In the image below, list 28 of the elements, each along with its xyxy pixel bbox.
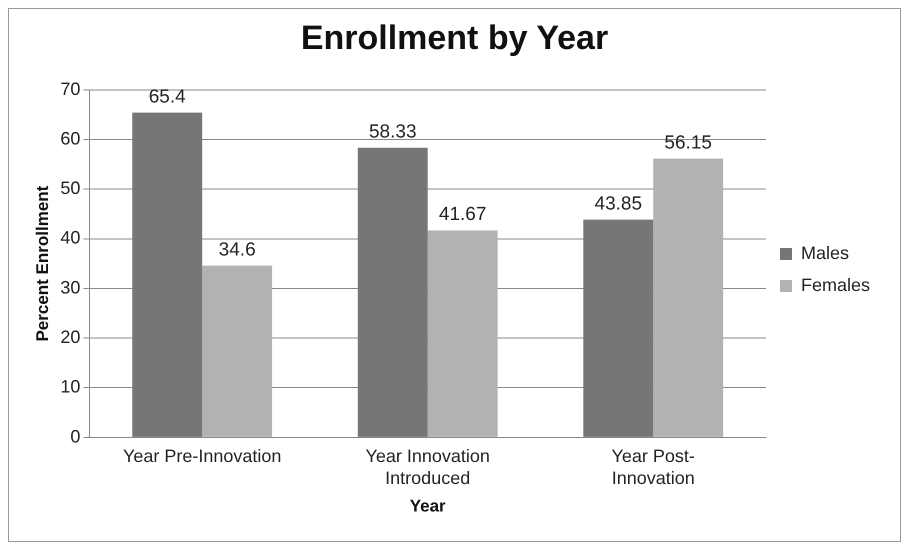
y-tick-label: 30 [60, 277, 80, 298]
x-tick-label: Year Pre-Innovation [122, 446, 282, 466]
y-tick-label: 40 [60, 228, 80, 248]
data-label: 56.15 [664, 132, 712, 154]
legend-label: Males [800, 242, 849, 263]
data-label: 41.67 [438, 204, 486, 226]
y-tick-label: 0 [70, 426, 80, 446]
data-label: 34.6 [218, 239, 256, 260]
bar [428, 230, 498, 437]
x-tick-label: Year Post- Innovation [612, 446, 695, 488]
bar [583, 220, 654, 437]
y-tick-label: 10 [60, 376, 80, 397]
bar [358, 148, 428, 437]
bar [202, 266, 272, 437]
x-axis-title: Year [410, 496, 446, 516]
y-tick-label: 20 [60, 327, 80, 348]
y-tick-label: 70 [60, 78, 80, 99]
data-label: 43.85 [594, 193, 642, 214]
y-axis-title: Percent Enrollment [32, 185, 52, 342]
y-tick-label: 60 [60, 128, 80, 148]
data-label: 58.33 [368, 121, 417, 142]
y-tick-label: 50 [60, 178, 80, 198]
chart-title: Enrollment by Year [300, 18, 608, 57]
legend-label: Females [800, 274, 870, 295]
x-tick-label: Year Innovation Introduced [365, 446, 490, 488]
data-label: 65.4 [148, 86, 186, 108]
bar [132, 112, 202, 437]
bar [653, 158, 724, 437]
